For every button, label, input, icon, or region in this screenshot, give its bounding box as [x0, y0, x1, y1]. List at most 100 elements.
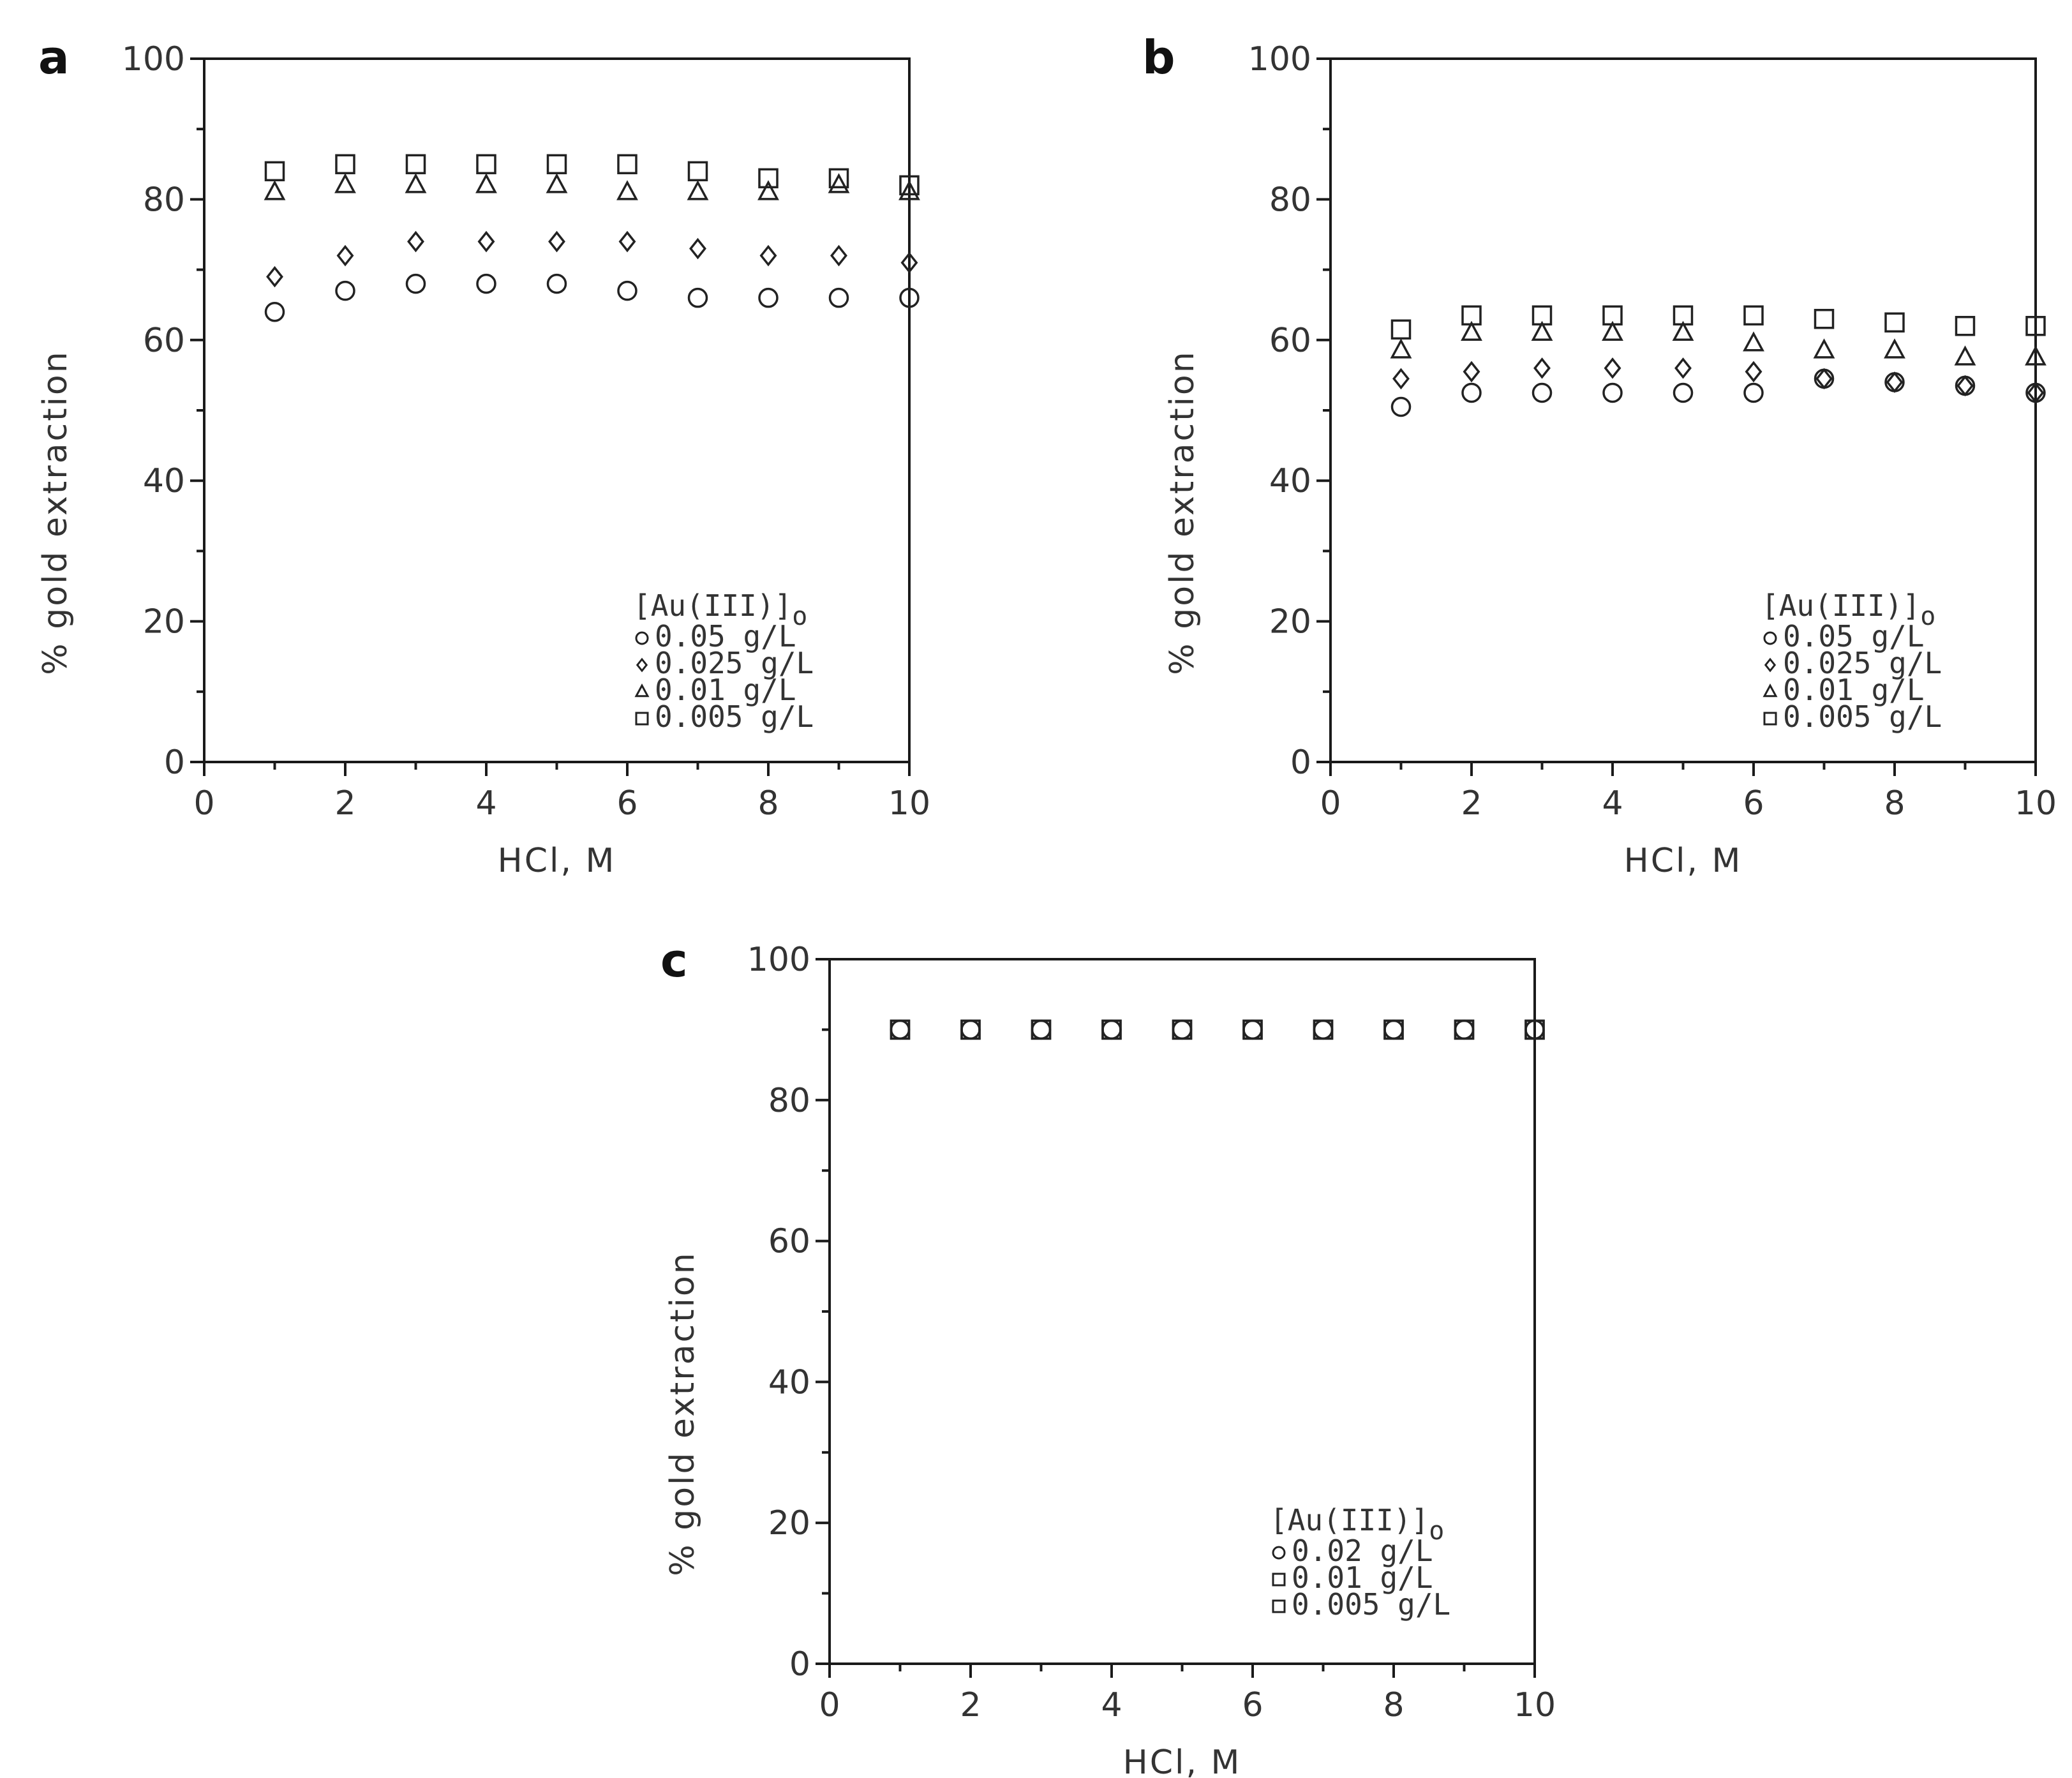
x-tick-label: 10: [1514, 1686, 1556, 1724]
y-tick-label: 20: [1269, 603, 1311, 641]
panel-letter: b: [1142, 31, 1175, 84]
legend-title: [Au(III)]o: [633, 588, 807, 631]
data-point-series-3: [1532, 305, 1553, 325]
x-tick-label: 0: [819, 1686, 840, 1724]
data-point-series-0: [264, 301, 285, 322]
data-point-series-2: [264, 180, 286, 200]
data-point-series-1: [477, 230, 495, 253]
data-point-series-3: [1461, 305, 1482, 325]
x-tick-label: 4: [475, 784, 496, 823]
data-point-series-1: [1604, 357, 1621, 379]
y-tick-label: 40: [143, 462, 185, 500]
data-point-series-2: [1602, 320, 1623, 341]
data-point-series-2: [546, 173, 568, 193]
legend-entry: 0.02 g/L: [1292, 1534, 1433, 1568]
data-point-series-1: [689, 237, 706, 260]
data-point-series-0: [1390, 396, 1412, 417]
data-point-series-2: [1884, 338, 1905, 359]
data-point-series-0: [476, 273, 496, 294]
data-point-series-2: [1524, 1019, 1545, 1040]
data-point-series-1: [1674, 357, 1692, 379]
legend-title-main: [Au(III)]: [633, 588, 792, 623]
data-point-series-2: [1101, 1019, 1122, 1040]
y-tick-label: 20: [143, 603, 185, 641]
data-point-series-2: [1172, 1019, 1193, 1040]
x-axis-title: HCl, M: [1123, 1744, 1242, 1778]
data-point-series-3: [476, 154, 496, 175]
legend-marker: [1272, 1573, 1286, 1587]
legend-title-main: [Au(III)]: [1270, 1503, 1429, 1537]
legend-marker: [636, 657, 648, 673]
x-tick-label: 0: [1320, 784, 1341, 823]
y-tick-label: 100: [1248, 40, 1311, 78]
data-point-series-1: [618, 230, 636, 253]
data-point-series-0: [405, 273, 426, 294]
legend-title-sub: o: [792, 602, 807, 631]
data-point-series-0: [335, 280, 355, 301]
x-axis-title: HCl, M: [498, 842, 616, 880]
data-point-series-1: [900, 251, 918, 274]
data-point-series-2: [405, 173, 427, 193]
data-point-series-0: [546, 273, 567, 294]
data-point-series-1: [1392, 368, 1410, 390]
data-point-series-3: [2025, 316, 2046, 336]
data-point-series-0: [617, 280, 637, 301]
y-tick-label: 60: [143, 322, 185, 360]
data-point-series-0: [1673, 382, 1694, 403]
data-point-series-1: [1463, 361, 1480, 383]
y-tick-label: 40: [768, 1363, 810, 1401]
data-point-series-2: [828, 173, 850, 193]
legend-title: [Au(III)]o: [1270, 1503, 1444, 1546]
y-tick-label: 100: [122, 40, 185, 78]
data-point-series-3: [1602, 305, 1623, 325]
chart-panel-b: b 0 20 40 60 80 100 0 2 4 6 8 10 HCl, M % gold extract…: [1142, 31, 2057, 880]
data-point-series-0: [899, 287, 920, 308]
y-axis-title: % gold extraction: [664, 1251, 702, 1576]
data-point-series-3: [1743, 305, 1764, 325]
legend: [Au(III)]o0.05 g/L0.025 g/L0.01 g/L0.005…: [633, 588, 814, 734]
y-axis-title: % gold extraction: [1163, 350, 1202, 675]
data-point-series-0: [687, 287, 708, 308]
legend-entry: 0.005 g/L: [655, 699, 814, 734]
x-tick-label: 2: [334, 784, 355, 823]
y-tick-label: 60: [768, 1223, 810, 1261]
data-point-series-3: [1673, 305, 1694, 325]
legend-marker: [634, 683, 650, 698]
data-point-series-2: [475, 173, 497, 193]
legend-entry: 0.01 g/L: [1783, 673, 1925, 707]
data-point-series-3: [546, 154, 567, 175]
legend-marker: [635, 631, 649, 645]
data-point-series-1: [1533, 357, 1551, 379]
legend-title-sub: o: [1920, 602, 1935, 631]
legend: [Au(III)]o0.05 g/L0.025 g/L0.01 g/L0.005…: [1761, 588, 1942, 734]
panel-letter: c: [660, 934, 688, 987]
y-tick-label: 0: [789, 1645, 810, 1684]
data-point-series-0: [1532, 382, 1553, 403]
data-point-series-2: [890, 1019, 911, 1040]
x-tick-label: 10: [888, 784, 930, 823]
legend-marker: [635, 712, 649, 726]
legend-entry: 0.05 g/L: [1783, 619, 1925, 654]
legend-marker: [1763, 712, 1777, 726]
data-point-series-2: [1454, 1019, 1475, 1040]
data-point-series-2: [898, 180, 920, 200]
data-point-series-0: [1242, 1019, 1263, 1040]
data-point-series-0: [1172, 1019, 1193, 1040]
y-tick-label: 20: [768, 1504, 810, 1543]
data-point-series-0: [960, 1019, 981, 1040]
data-point-series-3: [758, 168, 779, 189]
data-point-series-2: [757, 180, 779, 200]
data-point-series-3: [828, 168, 849, 189]
data-point-series-3: [1884, 312, 1905, 332]
x-tick-label: 4: [1602, 784, 1623, 823]
data-point-series-2: [334, 173, 356, 193]
x-tick-label: 6: [1743, 784, 1764, 823]
data-point-series-1: [1956, 375, 1974, 397]
legend-marker: [1763, 631, 1777, 645]
data-point-series-2: [1813, 338, 1835, 359]
data-point-series-3: [899, 175, 920, 196]
legend-title-main: [Au(III)]: [1761, 588, 1920, 623]
x-tick-label: 0: [193, 784, 214, 823]
y-tick-label: 60: [1269, 322, 1311, 360]
data-point-series-1: [266, 265, 283, 288]
